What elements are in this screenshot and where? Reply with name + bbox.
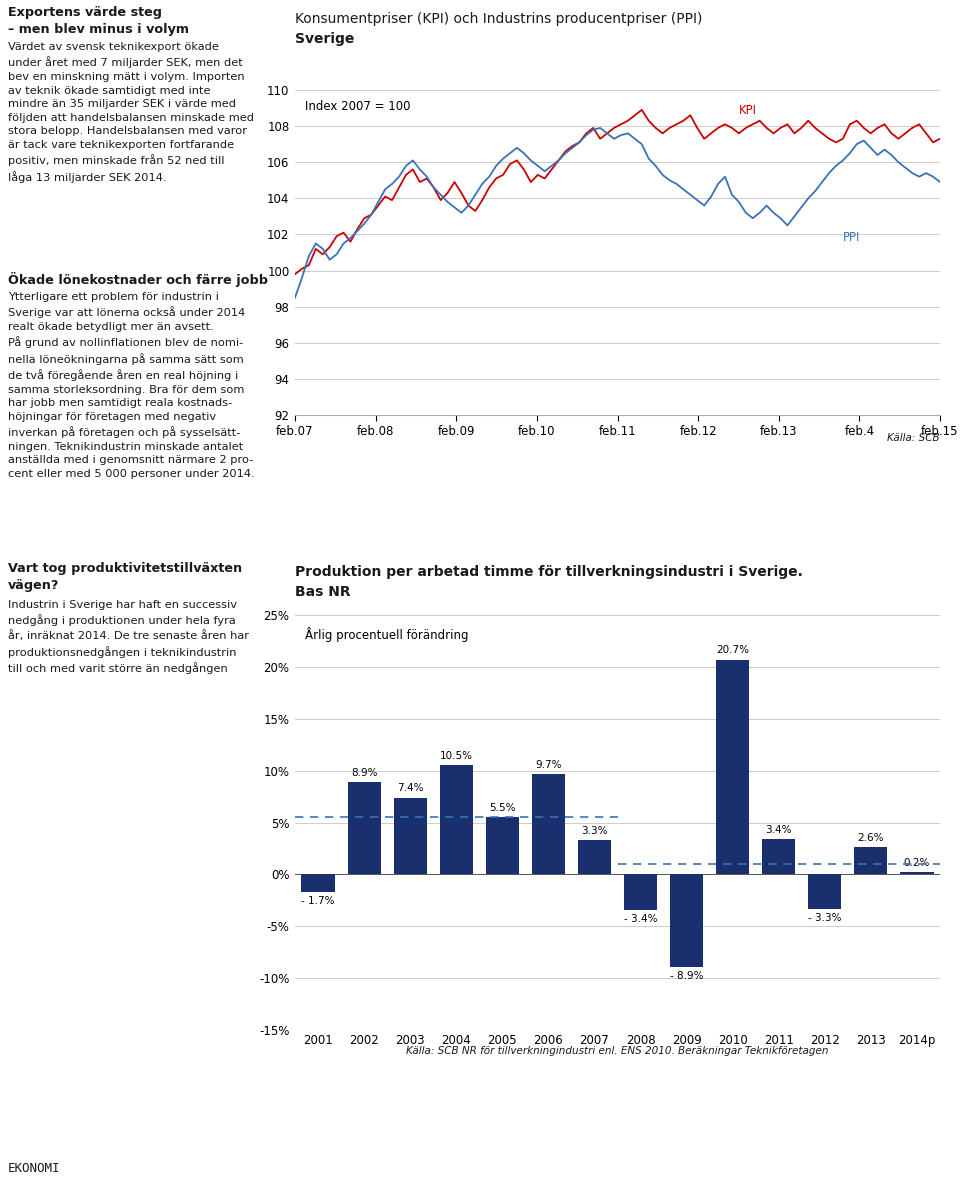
Text: Värdet av svensk teknikexport ökade
under året med 7 miljarder SEK, men det
bev : Värdet av svensk teknikexport ökade unde…: [8, 42, 254, 183]
Bar: [301, 874, 335, 892]
Text: 20.7%: 20.7%: [716, 646, 749, 655]
Text: - 1.7%: - 1.7%: [301, 896, 335, 907]
Bar: [762, 840, 795, 874]
Text: Exportens värde steg: Exportens värde steg: [8, 6, 162, 19]
Bar: [624, 874, 658, 910]
Text: 3.3%: 3.3%: [581, 826, 608, 836]
Text: 9.7%: 9.7%: [535, 759, 562, 769]
Text: 2.6%: 2.6%: [857, 834, 884, 843]
Text: Ytterligare ett problem för industrin i
Sverige var att lönerna också under 2014: Ytterligare ett problem för industrin i …: [8, 292, 254, 480]
Text: Konsumentpriser (KPI) och Industrins producentpriser (PPI): Konsumentpriser (KPI) och Industrins pro…: [295, 12, 703, 26]
Text: 5.5%: 5.5%: [489, 804, 516, 813]
Bar: [578, 840, 612, 874]
Text: EKONOMI: EKONOMI: [8, 1163, 60, 1174]
Text: KPI: KPI: [738, 104, 756, 117]
Text: 10.5%: 10.5%: [440, 751, 472, 762]
Text: Ökade lönekostnader och färre jobb: Ökade lönekostnader och färre jobb: [8, 271, 268, 287]
Bar: [486, 817, 519, 874]
Text: - 3.4%: - 3.4%: [624, 914, 658, 923]
Bar: [900, 872, 933, 874]
Text: Källa: SCB NR för tillverkningindustri enl. ENS 2010. Beräkningar Teknikföretage: Källa: SCB NR för tillverkningindustri e…: [406, 1046, 828, 1056]
Text: – men blev minus i volym: – men blev minus i volym: [8, 23, 189, 36]
Bar: [716, 660, 749, 874]
Text: Bas NR: Bas NR: [295, 585, 350, 599]
Bar: [854, 848, 887, 874]
Text: Vart tog produktivitetstillväxten: Vart tog produktivitetstillväxten: [8, 562, 242, 575]
Text: Index 2007 = 100: Index 2007 = 100: [304, 99, 410, 112]
Bar: [440, 765, 473, 874]
Text: PPI: PPI: [843, 231, 860, 244]
Text: Produktion per arbetad timme för tillverkningsindustri i Sverige.: Produktion per arbetad timme för tillver…: [295, 565, 803, 579]
Bar: [670, 874, 703, 966]
Bar: [808, 874, 841, 909]
Text: vägen?: vägen?: [8, 579, 60, 592]
Bar: [394, 798, 427, 874]
Text: 8.9%: 8.9%: [350, 768, 377, 777]
Text: Källa: SCB: Källa: SCB: [887, 433, 940, 443]
Text: 0.2%: 0.2%: [903, 859, 930, 868]
Bar: [532, 774, 565, 874]
Text: Industrin i Sverige har haft en successiv
nedgång i produktionen under hela fyra: Industrin i Sverige har haft en successi…: [8, 600, 249, 675]
Text: Årlig procentuell förändring: Årlig procentuell förändring: [304, 628, 468, 642]
Text: - 8.9%: - 8.9%: [670, 971, 704, 981]
Text: - 3.3%: - 3.3%: [808, 913, 842, 923]
Text: Sverige: Sverige: [295, 32, 354, 45]
Text: 3.4%: 3.4%: [765, 825, 792, 835]
Bar: [348, 782, 381, 874]
Text: 7.4%: 7.4%: [396, 783, 423, 793]
